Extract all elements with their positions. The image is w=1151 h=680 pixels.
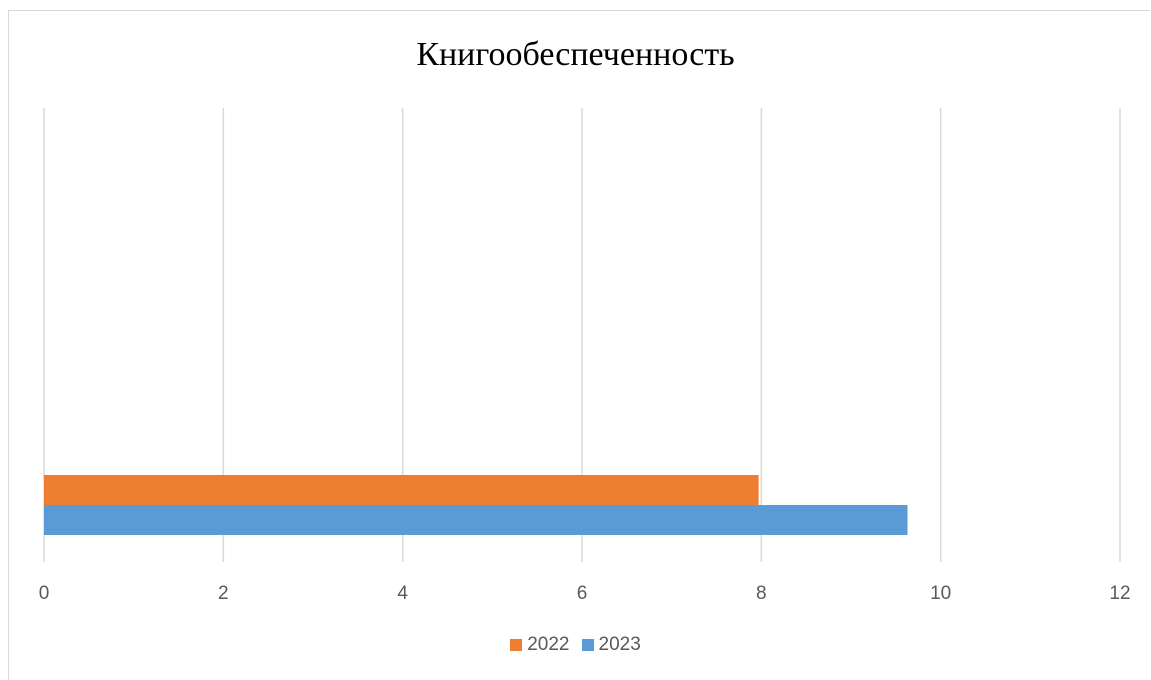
legend-label: 2022: [527, 634, 570, 655]
legend-label: 2023: [598, 634, 641, 655]
legend-swatch: [510, 639, 523, 651]
x-tick-label: 12: [1109, 583, 1130, 604]
chart-frame: [8, 10, 1150, 680]
x-tick-label: 10: [930, 583, 951, 604]
legend-item-2023: 2023: [581, 634, 641, 656]
legend-item-2022: 2022: [510, 634, 570, 656]
bar-2022: [44, 475, 759, 505]
legend-swatch: [581, 639, 594, 651]
x-tick-label: 6: [577, 583, 588, 604]
x-axis-ticks: 0 2 4 6 8 10 12: [39, 583, 1131, 604]
bar-2023: [44, 505, 908, 535]
chart-title: Книгообеспеченность: [416, 36, 735, 73]
x-tick-label: 0: [39, 583, 50, 604]
legend: 2022 2023: [0, 634, 1151, 656]
bars: [44, 475, 908, 535]
x-tick-label: 4: [397, 583, 408, 604]
x-tick-label: 2: [218, 583, 229, 604]
x-tick-label: 8: [756, 583, 767, 604]
